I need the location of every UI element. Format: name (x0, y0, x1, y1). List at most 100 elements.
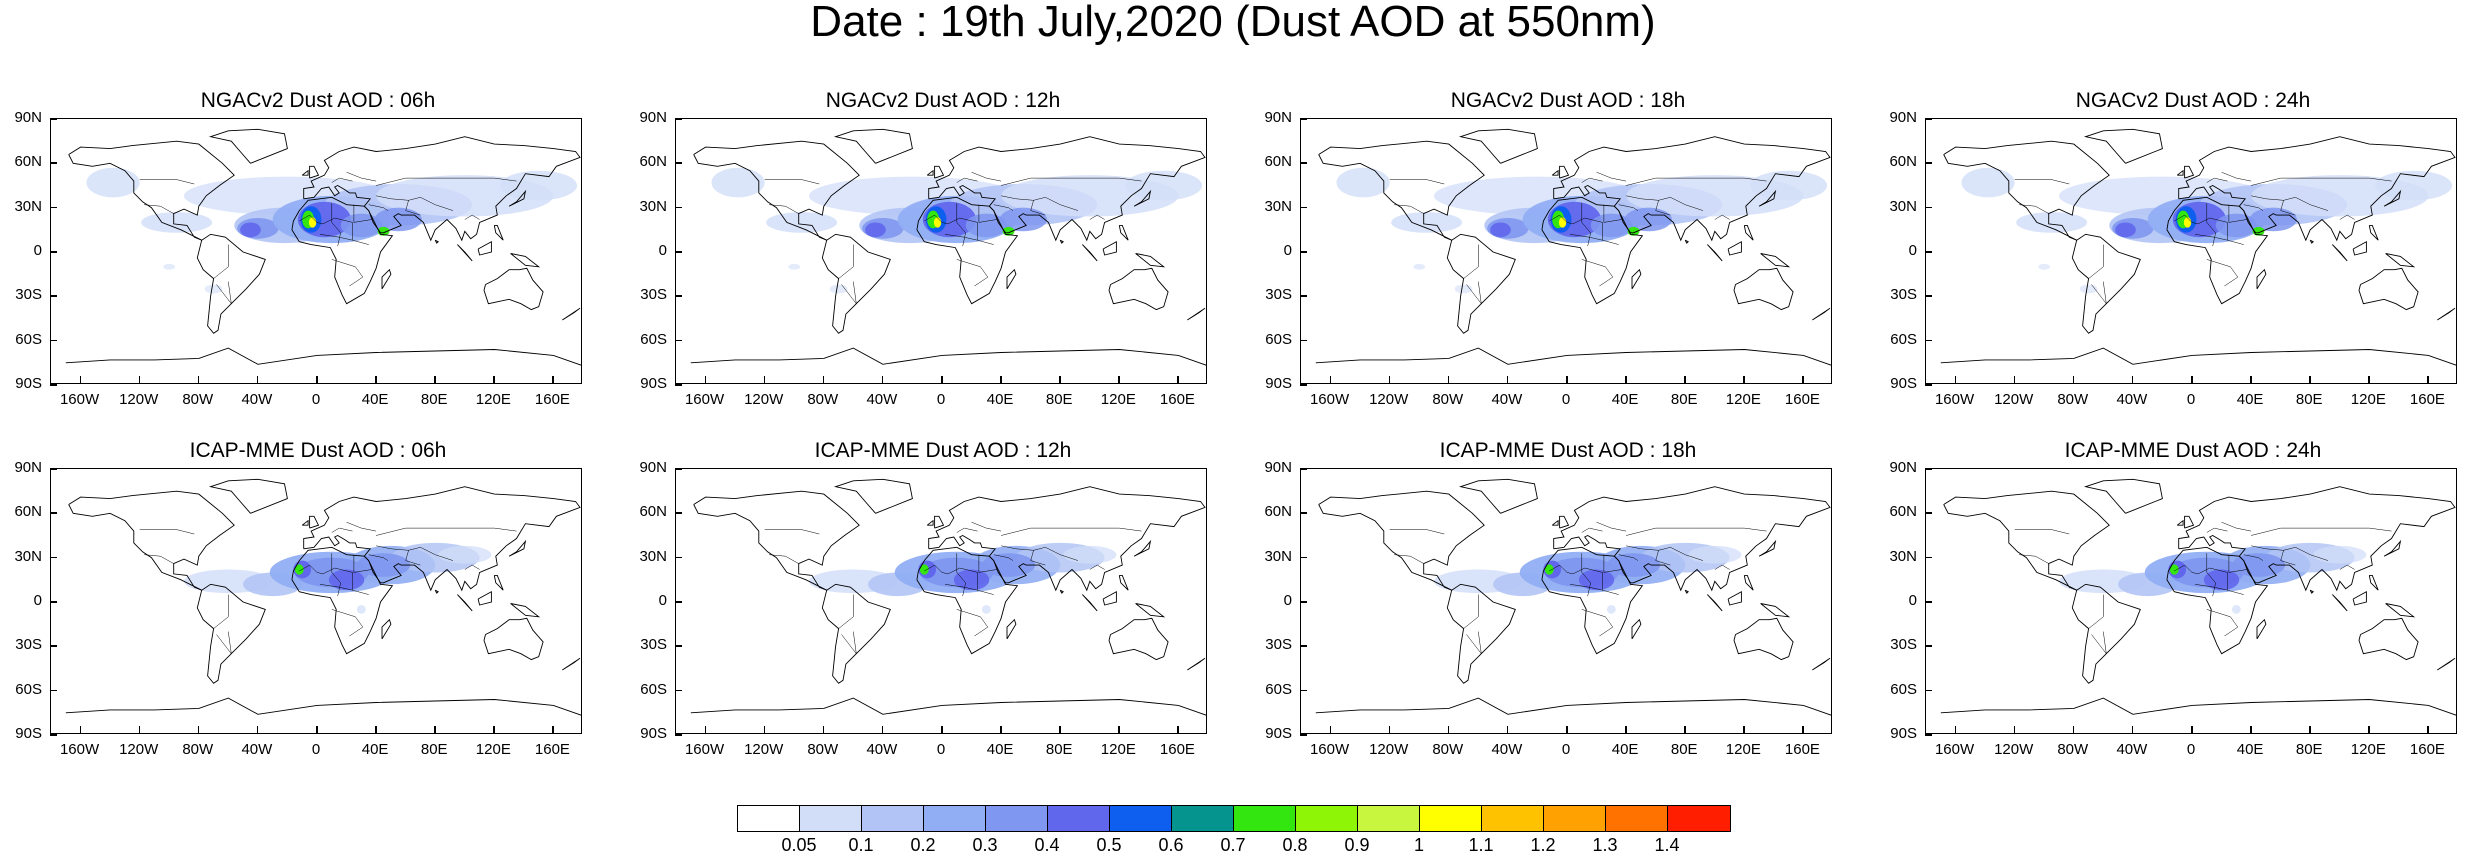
country-border (1394, 204, 1424, 214)
lat-tick-label: 90S (1890, 725, 1917, 742)
lon-tick (2191, 376, 2193, 384)
lat-tick (50, 295, 57, 297)
lon-tick (1447, 726, 1450, 734)
lon-tick-label: 120E (1725, 741, 1761, 758)
map-panel: NGACv2 Dust AOD : 18h 90N 60N 30N 0 30S 60S 90S… (1250, 88, 1834, 420)
dust-aod-field (2183, 217, 2192, 228)
dust-aod-field (788, 263, 801, 270)
country-border (405, 550, 421, 566)
country-border (1466, 631, 1482, 655)
coastline (1082, 594, 1098, 612)
map-canvas (1940, 128, 2456, 366)
country-border (841, 281, 857, 305)
colorbar-label: 0.4 (1034, 835, 1060, 855)
country-border (144, 204, 174, 214)
lon-tick-label: 40W (2116, 391, 2148, 408)
country-border (331, 609, 364, 637)
coastline (1541, 196, 1644, 305)
lon-tick (1177, 376, 1179, 384)
dust-aod-field (2375, 170, 2453, 201)
country-border (213, 244, 229, 279)
dust-aod-field (1750, 170, 1828, 201)
lon-tick (2131, 376, 2134, 384)
colorbar-swatch (737, 805, 801, 832)
country-border (956, 609, 989, 637)
lat-tick-label: 90S (1890, 375, 1917, 392)
lat-tick-label: 30N (1889, 547, 1917, 565)
lat-tick-label: 30N (639, 547, 667, 565)
lon-tick (552, 376, 554, 384)
country-border (331, 527, 353, 533)
lon-tick (2072, 376, 2075, 384)
country-border (331, 203, 341, 247)
coastline (381, 618, 392, 640)
country-border (2206, 609, 2239, 637)
lon-tick-label: 160E (2409, 741, 2445, 758)
dust-aod-field (1336, 167, 1390, 198)
lat-tick (50, 206, 57, 209)
lon-tick-label: 40W (866, 391, 898, 408)
coastline (1631, 268, 1642, 290)
lon-tick (1802, 376, 1804, 384)
lat-tick-label: 0 (1908, 592, 1917, 609)
country-border (2251, 527, 2392, 536)
lon-tick (763, 376, 766, 384)
lat-tick-label: 60S (1265, 330, 1292, 348)
lon-tick-label: 120E (1100, 391, 1136, 408)
lat-tick (50, 734, 57, 736)
lon-tick-label: 120W (119, 741, 159, 758)
coastline (457, 244, 473, 262)
lon-tick-label: 160W (1309, 391, 1350, 408)
coastline (2383, 189, 2402, 207)
dust-aod-field (2038, 263, 2051, 270)
lat-tick (675, 384, 682, 386)
coastline (2309, 589, 2314, 594)
lon-tick (2427, 376, 2429, 384)
map-canvas (690, 128, 1206, 366)
country-border (331, 177, 353, 183)
lat-tick (1300, 556, 1307, 559)
country-border (1030, 550, 1046, 566)
lon-tick-label: 40E (361, 391, 389, 408)
coastline (833, 478, 913, 514)
dust-aod-field (141, 212, 213, 233)
lon-tick-label: 80W (807, 391, 839, 408)
coastline (1707, 244, 1723, 262)
lat-tick-label: 60S (1265, 680, 1292, 698)
world-map (1925, 118, 2457, 384)
lat-tick-label: 30S (640, 286, 667, 304)
coastline (1812, 307, 1831, 321)
country-border (376, 545, 454, 561)
lon-tick (493, 376, 495, 384)
colorbar-swatch (1419, 805, 1483, 832)
country-border (1466, 281, 1482, 305)
dust-aod-field (999, 207, 1047, 232)
coastline (483, 617, 544, 661)
world-map (50, 118, 582, 384)
coastline (1059, 589, 1064, 594)
coastline (690, 347, 1206, 366)
coastline (2383, 539, 2402, 557)
coastline (1133, 189, 1152, 207)
country-border (2280, 200, 2296, 216)
country-border (1626, 545, 1704, 561)
coastline (2176, 519, 2184, 526)
lon-tick (434, 726, 436, 734)
lon-tick (1684, 376, 1686, 384)
lat-tick-label: 60N (1889, 153, 1917, 171)
lat-tick-label: 60S (1890, 680, 1917, 698)
coastline (2368, 224, 2379, 241)
coastline (1943, 490, 2110, 591)
lat-tick (1300, 384, 1307, 386)
dust-aod-field (294, 564, 304, 575)
dust-aod-field (86, 167, 140, 198)
coastline (926, 169, 934, 176)
lon-tick (1447, 376, 1450, 384)
coastline (2256, 618, 2267, 640)
coastline (926, 519, 934, 526)
coastline (510, 253, 541, 268)
coastline (68, 140, 235, 241)
dust-aod-field (981, 604, 991, 614)
coastline (1135, 253, 1166, 268)
coastline (2352, 590, 2367, 606)
